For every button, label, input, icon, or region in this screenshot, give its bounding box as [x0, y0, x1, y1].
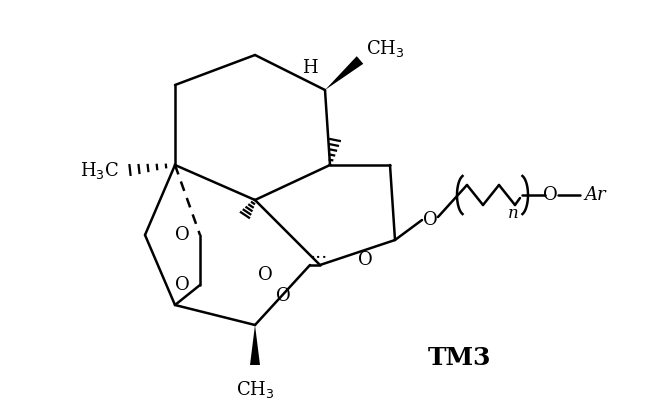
- Polygon shape: [325, 56, 363, 90]
- Text: CH$_3$: CH$_3$: [366, 37, 404, 58]
- Text: H: H: [303, 59, 318, 77]
- Polygon shape: [250, 325, 260, 365]
- Text: ···: ···: [309, 249, 327, 267]
- Text: O: O: [175, 226, 190, 244]
- Text: H$_3$C: H$_3$C: [81, 159, 119, 180]
- Text: CH$_3$: CH$_3$: [235, 379, 274, 400]
- Text: O: O: [257, 266, 272, 284]
- Text: O: O: [422, 211, 437, 229]
- Text: O: O: [357, 251, 372, 269]
- Text: O: O: [175, 276, 190, 294]
- Text: TM3: TM3: [428, 346, 491, 370]
- Text: O: O: [542, 186, 557, 204]
- Text: Ar: Ar: [584, 186, 606, 204]
- Text: n: n: [508, 205, 519, 222]
- Text: O: O: [275, 287, 290, 305]
